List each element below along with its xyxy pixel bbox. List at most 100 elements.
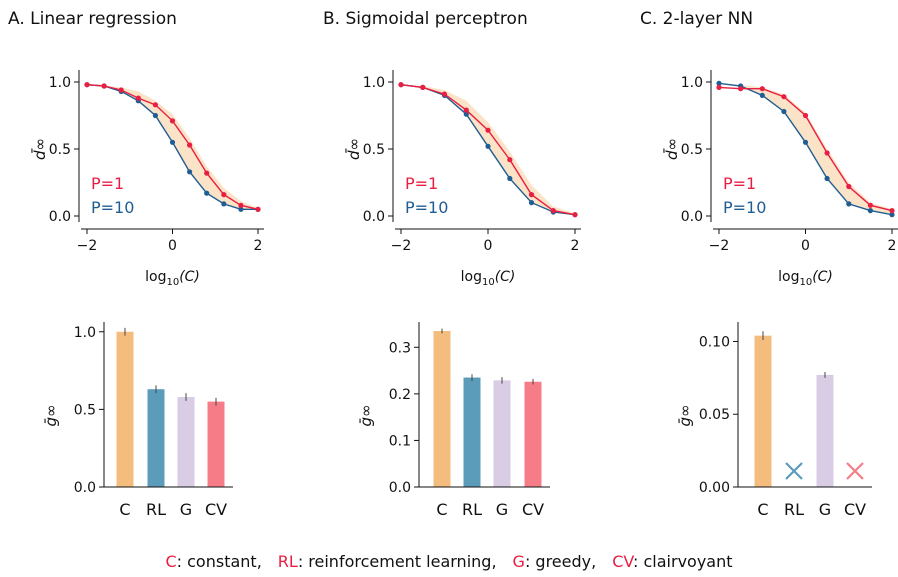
footer-desc-rl: : reinforcement learning, <box>298 552 497 571</box>
point-p10-c-2 <box>760 93 765 98</box>
x-tick-label-b-1: 0 <box>484 238 493 254</box>
bar-y-tick-label-b-0: 0.0 <box>389 480 411 496</box>
y-tick-label-a-0: 0.0 <box>49 209 71 225</box>
point-p1-a-1 <box>102 83 107 88</box>
legend-p10-c: P=10 <box>723 198 766 217</box>
bar-a-g <box>178 397 195 487</box>
y-tick-label-c-0: 0.0 <box>681 209 703 225</box>
footer-legend: C: constant, RL: reinforcement learning,… <box>165 552 732 571</box>
category-label-a-g: G <box>180 500 192 519</box>
point-p1-a-4 <box>153 102 158 107</box>
point-p10-c-3 <box>781 109 786 114</box>
x-label-log: log <box>778 269 799 285</box>
point-p1-a-5 <box>170 118 175 123</box>
x-label-arg: (C) <box>179 269 200 285</box>
point-p10-b-5 <box>507 176 512 181</box>
line-panel-b: B. Sigmoidal perceptron0.00.51.0−2 0 2log1… <box>323 9 581 288</box>
point-p10-c-6 <box>846 201 851 206</box>
x-label-log: log <box>145 269 166 285</box>
category-label-a-cv: CV <box>205 500 227 519</box>
y-tick-label-c-2: 1.0 <box>681 75 703 91</box>
bar-b-c <box>434 331 451 487</box>
point-p1-a-6 <box>187 142 192 147</box>
point-p1-b-7 <box>551 208 556 213</box>
footer-key-cv: CV <box>596 552 634 571</box>
bar-a-rl <box>148 389 165 487</box>
bar-y-tick-label-b-1: 0.1 <box>389 433 411 449</box>
category-label-c-g: G <box>819 500 831 519</box>
bar-c-c <box>755 336 772 487</box>
x-label-log: log <box>461 269 482 285</box>
point-p1-a-9 <box>238 203 243 208</box>
point-p1-b-8 <box>572 212 577 217</box>
category-label-c-cv: CV <box>844 500 866 519</box>
point-p1-b-0 <box>398 82 403 87</box>
bar-b-rl <box>464 378 481 487</box>
x-tick-label-c-0: −2 <box>709 238 730 254</box>
footer-desc-g: : greedy, <box>525 552 596 571</box>
shaded-band-c <box>719 83 892 214</box>
point-p1-b-2 <box>442 92 447 97</box>
point-p1-c-3 <box>781 94 786 99</box>
x-tick-label-a-1: 0 <box>168 238 177 254</box>
series-line-p10-b <box>401 85 575 215</box>
bar-y-tick-label-b-2: 0.2 <box>389 387 411 403</box>
y-tick-label-b-1: 0.5 <box>363 142 385 158</box>
point-p10-a-7 <box>204 191 209 196</box>
point-p10-b-6 <box>529 200 534 205</box>
point-p1-a-10 <box>255 207 260 212</box>
point-p1-b-5 <box>507 157 512 162</box>
x-axis-label-c: log10(C) <box>778 269 833 288</box>
bar-y-tick-label-b-3: 0.3 <box>389 340 411 356</box>
point-p10-c-5 <box>825 176 830 181</box>
point-p1-a-3 <box>136 96 141 101</box>
point-p10-a-6 <box>187 169 192 174</box>
legend-p10-b: P=10 <box>405 198 448 217</box>
x-tick-label-c-2: 2 <box>888 238 897 254</box>
bar-y-tick-label-c-1: 0.05 <box>699 407 730 423</box>
legend-p1-a: P=1 <box>91 174 124 193</box>
point-p1-c-7 <box>868 203 873 208</box>
category-label-a-c: C <box>119 500 130 519</box>
y-tick-label-c-1: 0.5 <box>681 142 703 158</box>
line-panel-a: A. Linear regression 0.0 0.5 1.0 −2 0 2 log10(C… <box>8 9 264 288</box>
footer-text: C: constant, RL: reinforcement learning,… <box>165 552 732 571</box>
y-tick-label-a-1: 0.5 <box>49 142 71 158</box>
point-p1-c-1 <box>738 86 743 91</box>
point-p1-c-6 <box>846 184 851 189</box>
bar-y-axis-label-a: ḡ∞ <box>42 404 60 426</box>
legend-p10-a: P=10 <box>91 198 134 217</box>
point-p1-a-2 <box>119 87 124 92</box>
x-tick-label-b-2: 2 <box>571 238 580 254</box>
x-label-sub: 10 <box>166 277 179 288</box>
series-line-p1-b <box>401 85 575 215</box>
missing-marker-c-rl <box>786 463 802 479</box>
panel-title-c: C. 2-layer NN <box>640 9 753 29</box>
bar-y-tick-label-a-0: 0.0 <box>74 480 96 496</box>
y-axis-label-a: d̄∞ <box>30 138 49 160</box>
panel-title-a: A. Linear regression <box>8 9 177 29</box>
footer-desc-cv: : clairvoyant <box>633 552 733 571</box>
category-label-b-c: C <box>436 500 447 519</box>
x-label-arg: (C) <box>812 269 833 285</box>
category-label-b-g: G <box>496 500 508 519</box>
category-label-b-rl: RL <box>462 500 482 519</box>
series-line-p10-c <box>719 83 892 214</box>
bar-y-tick-label-c-2: 0.10 <box>699 334 730 350</box>
bar-y-tick-label-a-1: 0.5 <box>74 402 96 418</box>
bar-y-axis-label-c: ḡ∞ <box>676 404 694 426</box>
footer-key-c: C <box>165 552 176 571</box>
legend-p1-b: P=1 <box>405 174 438 193</box>
point-p1-a-8 <box>221 192 226 197</box>
bar-panel-c: C RL G CV 0.00 0.05 0.10 ḡ∞ <box>676 322 872 519</box>
bar-b-g <box>494 380 511 487</box>
point-p1-b-3 <box>464 108 469 113</box>
x-axis-label-b: log10(C) <box>461 269 516 288</box>
point-p1-c-5 <box>825 150 830 155</box>
x-label-arg: (C) <box>495 269 516 285</box>
bar-y-tick-label-c-0: 0.00 <box>699 480 730 496</box>
bar-panel-b: C RL G CV 0.0 0.1 0.2 0.3 ḡ∞ <box>357 322 550 519</box>
point-p1-a-0 <box>84 82 89 87</box>
x-tick-label-b-0: −2 <box>391 238 412 254</box>
line-panel-c: C. 2-layer NN 0.0 0.5 1.0 −2 0 2 log10(C) d̄∞ P=1… <box>640 9 898 288</box>
